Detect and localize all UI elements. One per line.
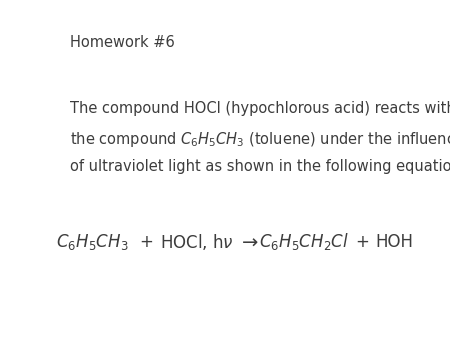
Text: $C_6H_5CH_3$: $C_6H_5CH_3$ <box>56 232 129 252</box>
Text: HOCl, h$\nu$: HOCl, h$\nu$ <box>160 232 234 252</box>
Text: +: + <box>140 233 153 251</box>
Text: +: + <box>356 233 369 251</box>
Text: the compound $C_6H_5CH_3$ (toluene) under the influence: the compound $C_6H_5CH_3$ (toluene) unde… <box>70 130 450 149</box>
Text: of ultraviolet light as shown in the following equation:: of ultraviolet light as shown in the fol… <box>70 159 450 174</box>
Text: The compound HOCl (hypochlorous acid) reacts with: The compound HOCl (hypochlorous acid) re… <box>70 101 450 116</box>
Text: Homework #6: Homework #6 <box>70 35 175 50</box>
Text: $C_6H_5CH_2Cl$: $C_6H_5CH_2Cl$ <box>259 231 349 252</box>
Text: $\rightarrow$: $\rightarrow$ <box>238 232 260 251</box>
Text: HOH: HOH <box>376 233 414 251</box>
